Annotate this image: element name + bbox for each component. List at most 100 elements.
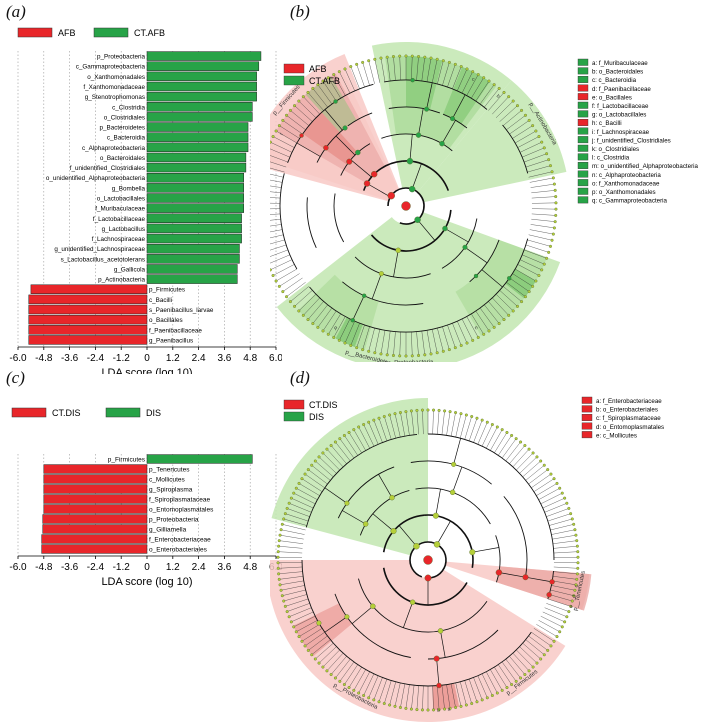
bar-label: g_Lactobacillus [102, 226, 145, 233]
tree-node [278, 533, 282, 537]
bar-label: f_Spiroplasmataceae [149, 497, 210, 504]
tree-branch [531, 196, 556, 199]
tree-node [436, 682, 442, 689]
bar-label: o_Bacteroidales [100, 155, 145, 162]
tree-branch [552, 540, 577, 544]
tree-branch [301, 478, 323, 492]
tree-branch [363, 424, 375, 447]
tree-node [476, 335, 480, 339]
tree-branch [442, 62, 450, 86]
tree-branch [422, 410, 424, 435]
tree-node [337, 338, 341, 342]
tree-branch [452, 66, 462, 89]
tree-node [385, 55, 389, 59]
tree-node [350, 317, 355, 323]
tree-branch [298, 483, 320, 496]
tree-branch [362, 62, 370, 86]
tree-branch [289, 503, 312, 513]
tree-branch [531, 213, 556, 216]
tree-branch [437, 60, 444, 85]
tree-branch [283, 518, 307, 526]
tree-node [470, 701, 474, 705]
bar [146, 254, 240, 264]
tree-branch [326, 449, 344, 468]
tree-node [567, 506, 571, 510]
tree-node [547, 250, 551, 254]
tree-branch [291, 611, 314, 623]
tree-node [306, 90, 310, 94]
tree-node [510, 433, 514, 437]
tree-node [459, 704, 463, 708]
clade-letter: b [437, 708, 440, 714]
bar [146, 71, 257, 82]
tree-node [454, 411, 458, 415]
tree-branch [318, 646, 337, 664]
bar-label: o_Entomoplasmatales [149, 507, 214, 514]
panel-label-b: (b) [290, 2, 310, 21]
tree-branch [441, 685, 445, 710]
tree-node [379, 352, 383, 356]
taxa-legend-label: f: f_Lactobacillaceae [592, 103, 649, 110]
tree-branch [472, 547, 499, 553]
phylum-sector [417, 80, 567, 203]
tree-branch [337, 466, 395, 519]
tree-branch [481, 673, 493, 696]
tree-branch [348, 667, 362, 688]
tree-branch [400, 412, 406, 437]
tree-node [549, 644, 553, 648]
tree-node [279, 588, 283, 592]
tree-node [289, 496, 293, 500]
tree-branch [286, 115, 306, 130]
tree-branch [502, 286, 522, 302]
tree-branch [522, 460, 541, 477]
tree-branch [519, 141, 542, 153]
tree-branch [335, 135, 356, 156]
tree-branch [283, 594, 307, 602]
legend-swatch [283, 399, 305, 410]
tree-branch [279, 576, 304, 580]
bar-label: f_unidentified_Clostridiales [70, 165, 145, 172]
tree-branch [495, 294, 514, 312]
tree-node [378, 271, 384, 277]
tree-node [542, 146, 546, 150]
tree-branch [378, 474, 393, 498]
tree-node [355, 346, 359, 350]
bar [146, 152, 247, 163]
clade-letter: c [471, 77, 476, 84]
taxa-legend-swatch [577, 84, 589, 92]
tree-branch [342, 281, 424, 306]
tree-branch [358, 671, 370, 694]
tree-node [520, 108, 524, 112]
tree-branch [344, 321, 355, 344]
tree-node [448, 410, 452, 414]
tree-node [514, 437, 518, 441]
tree-node [542, 653, 546, 657]
tree-branch [432, 685, 434, 710]
clade-letter: e [568, 604, 575, 609]
tree-branch [527, 239, 551, 247]
tree-branch [509, 277, 530, 292]
tree-branch [293, 492, 316, 504]
tree-node [539, 459, 543, 463]
bar [146, 51, 262, 61]
taxa-legend-swatch [577, 144, 589, 152]
tree-node [362, 423, 366, 427]
bar-label: f_Enterobacteriaceae [149, 537, 211, 544]
tree-branch [373, 420, 383, 443]
tree-branch [553, 571, 578, 575]
clade-letter: f [279, 132, 285, 137]
tree-node [560, 491, 564, 495]
tree-node [424, 106, 430, 112]
tree-branch [528, 469, 548, 485]
tree-branch [344, 68, 355, 91]
tree-node [326, 76, 330, 80]
tree-branch [524, 153, 547, 163]
taxa-legend-swatch [577, 136, 589, 144]
tree-branch [447, 324, 456, 348]
tree-node [415, 132, 422, 138]
tree-branch [270, 191, 281, 194]
tree-node [572, 522, 576, 526]
bar [43, 494, 148, 504]
tree-node [515, 304, 519, 308]
tree-branch [547, 513, 571, 522]
